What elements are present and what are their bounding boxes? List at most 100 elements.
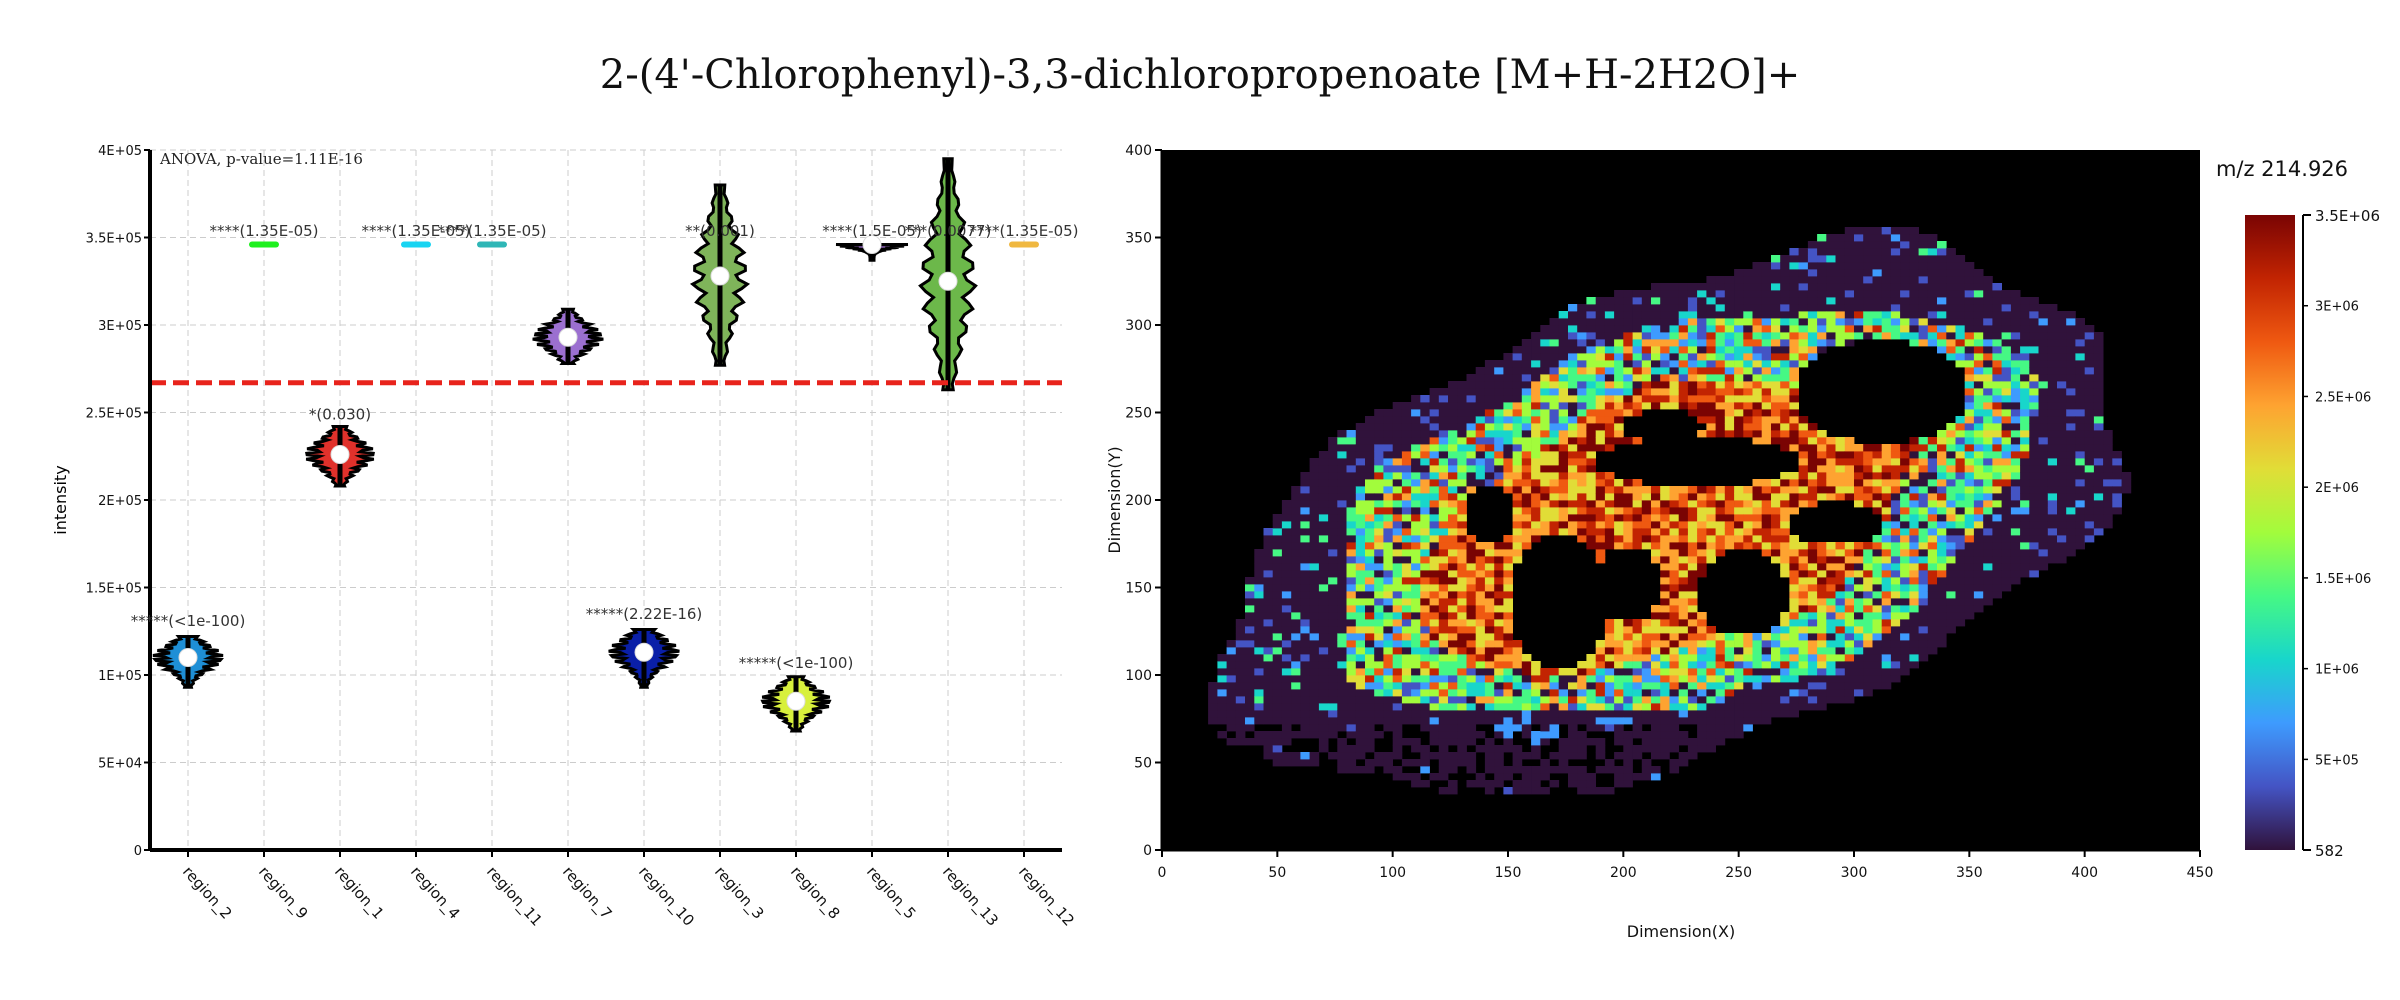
heatmap-cell — [2075, 472, 2085, 480]
heatmap-cell — [1964, 458, 1975, 466]
heatmap-cell — [1383, 556, 1393, 564]
heatmap-cell — [1577, 458, 1587, 466]
heatmap-cell — [2029, 381, 2039, 389]
heatmap-cell — [1411, 395, 1421, 403]
heatmap-cell — [1715, 367, 1726, 375]
heatmap-cell — [1623, 773, 1633, 781]
heatmap-cell — [1494, 437, 1504, 445]
heatmap-cell — [1429, 703, 1440, 711]
heatmap-cell — [1789, 437, 1799, 445]
heatmap-cell — [1955, 472, 1966, 480]
heatmap-cell — [1512, 500, 1523, 508]
heatmap-cell — [1678, 556, 1689, 564]
heatmap-cell — [2066, 528, 2076, 536]
heatmap-cell — [1780, 500, 1790, 508]
heatmap-cell — [1835, 451, 1846, 459]
heatmap-cell — [1992, 311, 2002, 319]
heatmap-cell — [1503, 605, 1513, 613]
heatmap-cell — [1558, 479, 1569, 487]
heatmap-cell — [1549, 507, 1560, 515]
heatmap-cell — [1595, 304, 1606, 312]
heatmap-cell — [1854, 318, 1864, 326]
heatmap-cell — [1595, 696, 1606, 704]
heatmap-cell — [2029, 332, 2039, 340]
heatmap-cell — [2001, 360, 2012, 368]
heatmap-cell — [1955, 444, 1966, 452]
heatmap-cell — [1890, 640, 1901, 648]
heatmap-cell — [1604, 311, 1615, 319]
heatmap-cell — [1937, 633, 1947, 641]
heatmap-cell — [1568, 332, 1578, 340]
heatmap-cell — [2075, 409, 2085, 417]
heatmap-cell — [1328, 549, 1338, 557]
heatmap-cell — [1309, 577, 1320, 585]
heatmap-cell — [1835, 262, 1846, 270]
heatmap-cell — [1826, 591, 1836, 599]
heatmap-cell — [1973, 577, 1984, 585]
heatmap-cell — [1973, 486, 1984, 494]
heatmap-cell — [1577, 311, 1587, 319]
heatmap-cell — [1328, 752, 1338, 760]
heatmap-cell — [1291, 535, 1301, 543]
heatmap-cell — [1761, 654, 1772, 662]
heatmap-cell — [1724, 311, 1735, 319]
heatmap-cell — [1512, 381, 1523, 389]
heatmap-cell — [1918, 626, 1929, 634]
heatmap-cell — [1549, 353, 1560, 361]
heatmap-cell — [1678, 598, 1689, 606]
heatmap-cell — [1937, 248, 1947, 256]
heatmap-cell — [1392, 451, 1403, 459]
heatmap-cell — [2093, 507, 2104, 515]
heatmap-cell — [1973, 430, 1984, 438]
heatmap-cell — [1383, 423, 1393, 431]
heatmap-cell — [1577, 388, 1587, 396]
heatmap-cell — [1706, 409, 1716, 417]
heatmap-cell — [1291, 612, 1301, 620]
heatmap-cell — [1374, 584, 1384, 592]
heatmap-cell — [1484, 416, 1495, 424]
heatmap-cell — [1826, 682, 1836, 690]
heatmap-cell — [1392, 584, 1403, 592]
heatmap-cell — [1540, 479, 1550, 487]
heatmap-cell — [1558, 486, 1569, 494]
heatmap-cell — [1595, 423, 1606, 431]
heatmap-cell — [1817, 346, 1827, 354]
heatmap-cell — [1955, 437, 1966, 445]
heatmap-cell — [1660, 738, 1670, 746]
colorbar-tick-label: 1E+06 — [2315, 663, 2359, 678]
heatmap-cell — [1983, 318, 1993, 326]
heatmap-cell — [1872, 668, 1883, 676]
heatmap-cell — [1854, 325, 1864, 333]
heatmap-cell — [1835, 479, 1846, 487]
heatmap-cell — [1558, 507, 1569, 515]
heatmap-cell — [1411, 465, 1421, 473]
heatmap-cell — [1383, 444, 1393, 452]
heatmap-cell — [1392, 549, 1403, 557]
heatmap-cell — [1614, 486, 1624, 494]
heatmap-cell — [1411, 507, 1421, 515]
heatmap-cell — [1503, 444, 1513, 452]
heatmap-cell — [2093, 451, 2104, 459]
heatmap-cell — [1724, 521, 1735, 529]
heatmap-cell — [1392, 633, 1403, 641]
heatmap-cell — [1706, 339, 1716, 347]
heatmap-cell — [1780, 689, 1790, 697]
heatmap-cell — [1623, 780, 1633, 788]
heatmap-cell — [2066, 479, 2076, 487]
heatmap-cell — [1826, 640, 1836, 648]
heatmap-cell — [1863, 542, 1873, 550]
heatmap-cell — [1448, 381, 1458, 389]
heatmap-cell — [1328, 654, 1338, 662]
heatmap-cell — [1826, 325, 1836, 333]
heatmap-cell — [1531, 787, 1541, 795]
heatmap-cell — [1641, 703, 1652, 711]
heatmap-cell — [1789, 262, 1799, 270]
heatmap-cell — [2029, 437, 2039, 445]
heatmap-cell — [1614, 493, 1624, 501]
heatmap-cell — [1226, 647, 1237, 655]
heatmap-cell — [1651, 738, 1661, 746]
heatmap-cell — [1669, 696, 1680, 704]
heatmap-cell — [1328, 486, 1338, 494]
heatmap-cell — [1697, 675, 1707, 683]
heatmap-cell — [1291, 661, 1301, 669]
